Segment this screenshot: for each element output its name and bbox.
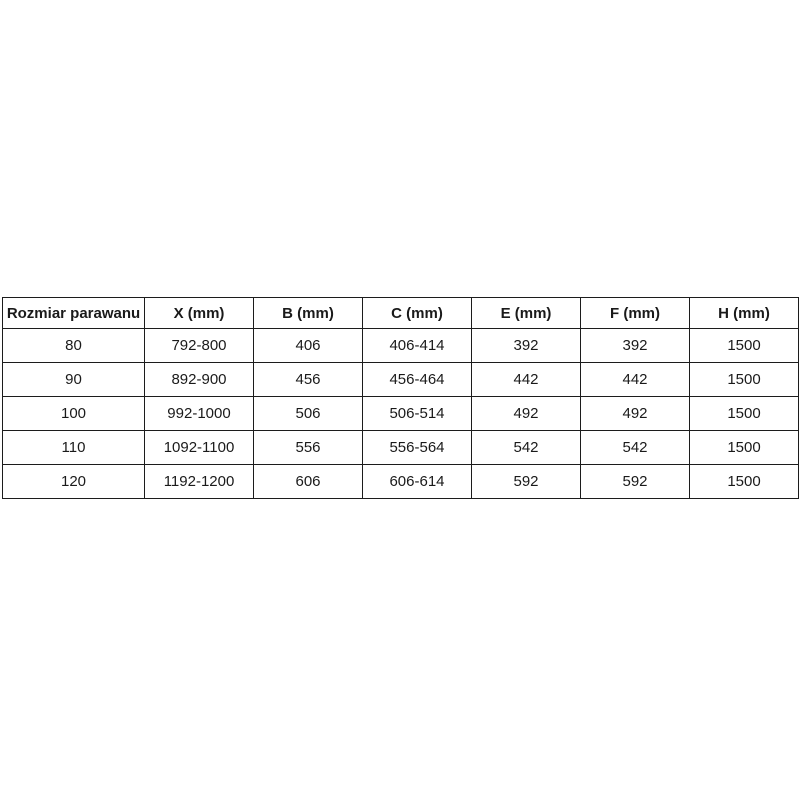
table-cell: 120 bbox=[2, 464, 145, 499]
table-cell: 792-800 bbox=[144, 328, 254, 363]
table-cell: 392 bbox=[580, 328, 690, 363]
table-cell: 1500 bbox=[689, 430, 799, 465]
table-cell: 556 bbox=[253, 430, 363, 465]
table-cell: 492 bbox=[580, 396, 690, 431]
table-cell: 90 bbox=[2, 362, 145, 397]
table-cell: 406-414 bbox=[362, 328, 472, 363]
table-cell: 592 bbox=[471, 464, 581, 499]
table-cell: 1092-1100 bbox=[144, 430, 254, 465]
table-cell: 506-514 bbox=[362, 396, 472, 431]
table-cell: 606-614 bbox=[362, 464, 472, 499]
table-cell: 492 bbox=[471, 396, 581, 431]
table-cell: 1500 bbox=[689, 362, 799, 397]
column-header-0: Rozmiar parawanu bbox=[2, 297, 145, 329]
table-body: 80 792-800 406 406-414 392 392 1500 90 892-900 45… bbox=[2, 328, 799, 499]
table-cell: 1500 bbox=[689, 396, 799, 431]
table-row: 80 792-800 406 406-414 392 392 1500 bbox=[2, 328, 799, 363]
table-cell: 100 bbox=[2, 396, 145, 431]
table-cell: 1500 bbox=[689, 328, 799, 363]
table-row: 110 1092-1100 556 556-564 542 542 1500 bbox=[2, 430, 799, 465]
column-header-3: C (mm) bbox=[362, 297, 472, 329]
table-cell: 506 bbox=[253, 396, 363, 431]
table-cell: 110 bbox=[2, 430, 145, 465]
table-cell: 456-464 bbox=[362, 362, 472, 397]
table-cell: 542 bbox=[580, 430, 690, 465]
table-row: 90 892-900 456 456-464 442 442 1500 bbox=[2, 362, 799, 397]
column-header-5: F (mm) bbox=[580, 297, 690, 329]
table-cell: 1192-1200 bbox=[144, 464, 254, 499]
column-header-6: H (mm) bbox=[689, 297, 799, 329]
table-cell: 456 bbox=[253, 362, 363, 397]
table-cell: 392 bbox=[471, 328, 581, 363]
table-cell: 442 bbox=[471, 362, 581, 397]
table-cell: 992-1000 bbox=[144, 396, 254, 431]
table-cell: 406 bbox=[253, 328, 363, 363]
table-cell: 442 bbox=[580, 362, 690, 397]
column-header-4: E (mm) bbox=[471, 297, 581, 329]
table-row: 100 992-1000 506 506-514 492 492 1500 bbox=[2, 396, 799, 431]
table-cell: 592 bbox=[580, 464, 690, 499]
table-cell: 556-564 bbox=[362, 430, 472, 465]
table-cell: 1500 bbox=[689, 464, 799, 499]
table-cell: 892-900 bbox=[144, 362, 254, 397]
column-header-1: X (mm) bbox=[144, 297, 254, 329]
column-header-2: B (mm) bbox=[253, 297, 363, 329]
table-header: Rozmiar parawanu X (mm) B (mm) C (mm) E (mm)… bbox=[2, 297, 799, 329]
dimensions-table: Rozmiar parawanu X (mm) B (mm) C (mm) E (mm)… bbox=[2, 297, 799, 499]
table-cell: 542 bbox=[471, 430, 581, 465]
table-cell: 606 bbox=[253, 464, 363, 499]
table-row: 120 1192-1200 606 606-614 592 592 1500 bbox=[2, 464, 799, 499]
table-cell: 80 bbox=[2, 328, 145, 363]
table-header-row: Rozmiar parawanu X (mm) B (mm) C (mm) E (mm)… bbox=[2, 297, 799, 329]
